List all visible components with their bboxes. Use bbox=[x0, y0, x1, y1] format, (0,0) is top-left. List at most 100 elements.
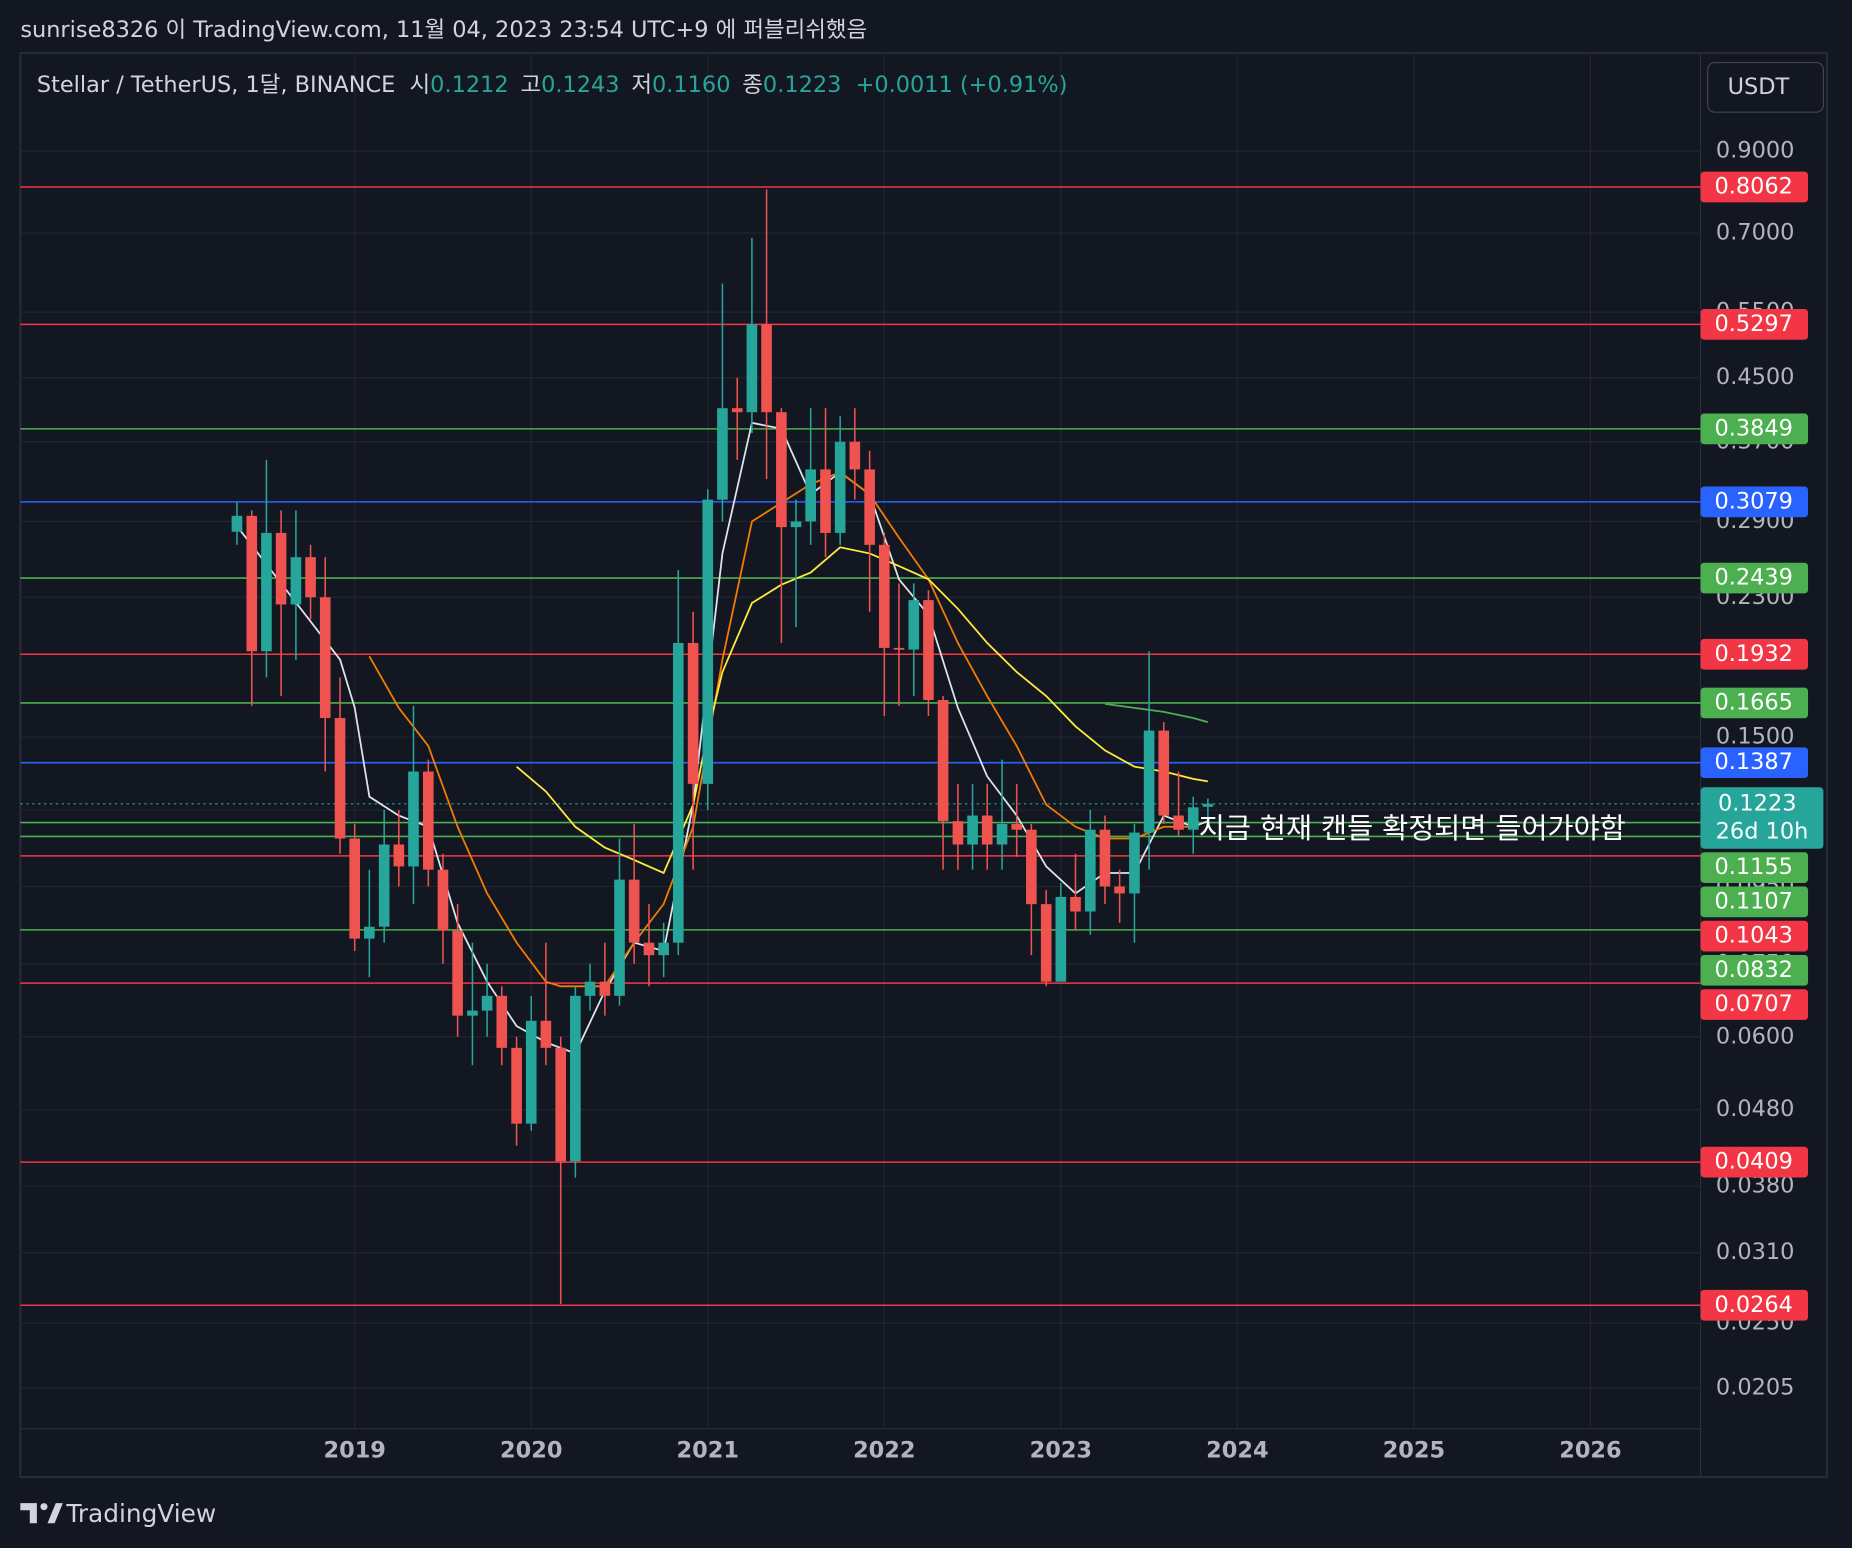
candle-body bbox=[349, 838, 361, 939]
level-price-label: 0.1665 bbox=[1714, 689, 1792, 715]
candle-body bbox=[1011, 823, 1023, 830]
brand-name: TradingView bbox=[65, 1499, 216, 1528]
candle-body bbox=[275, 532, 287, 605]
candle-body bbox=[1085, 829, 1096, 912]
level-price-box bbox=[1700, 954, 1809, 986]
candle-body bbox=[937, 699, 949, 822]
level-price-box bbox=[1700, 171, 1809, 203]
last-price-box bbox=[1700, 787, 1824, 849]
level-price-label: 0.2439 bbox=[1714, 565, 1792, 591]
annotation: 지금 현재 캔들 확정되면 들어가야함 bbox=[1199, 812, 1626, 845]
candle-body bbox=[923, 600, 934, 700]
candle-body bbox=[761, 324, 772, 413]
currency-button[interactable] bbox=[1707, 61, 1824, 113]
x-tick-label: 2020 bbox=[500, 1438, 562, 1464]
candle-body bbox=[1187, 807, 1199, 830]
x-tick-label: 2026 bbox=[1559, 1438, 1621, 1464]
ohlc-key: 고 bbox=[520, 72, 541, 98]
candle-body bbox=[908, 600, 920, 650]
ohlc-key: 저 bbox=[631, 72, 652, 98]
y-tick-label: 0.7000 bbox=[1716, 220, 1794, 246]
level-price-label: 0.3079 bbox=[1714, 488, 1792, 514]
symbol-name: Stellar / TetherUS, 1달, BINANCE bbox=[37, 72, 396, 98]
level-price-box bbox=[1700, 638, 1809, 670]
level-price-label: 0.1387 bbox=[1714, 749, 1792, 775]
candle-body bbox=[967, 815, 978, 845]
moving-average-line bbox=[516, 546, 1208, 875]
level-price-box bbox=[1700, 687, 1809, 719]
candle-body bbox=[614, 879, 625, 996]
currency-label[interactable]: USDT bbox=[1728, 74, 1790, 100]
ohlc-value: 0.1223 bbox=[763, 72, 841, 98]
candle-body bbox=[1040, 904, 1052, 982]
candle-body bbox=[849, 441, 861, 470]
candle-body bbox=[290, 557, 302, 605]
candle-body bbox=[628, 879, 640, 943]
candle-body bbox=[467, 1010, 478, 1016]
level-price-box bbox=[1700, 747, 1809, 779]
x-tick-label: 2021 bbox=[677, 1438, 739, 1464]
y-tick-label: 0.1500 bbox=[1716, 724, 1794, 750]
level-price-box bbox=[1700, 486, 1809, 518]
candle-body bbox=[378, 844, 390, 927]
level-price-label: 0.1043 bbox=[1714, 923, 1792, 949]
candle-body bbox=[834, 441, 846, 533]
ohlc-value: 0.1160 bbox=[652, 72, 730, 98]
candle-body bbox=[481, 995, 493, 1011]
candle-body bbox=[246, 515, 258, 652]
candle-body bbox=[702, 499, 714, 784]
x-tick-label: 2024 bbox=[1206, 1438, 1268, 1464]
candle-body bbox=[1070, 896, 1081, 912]
candle-body bbox=[305, 557, 316, 598]
candle-body bbox=[1026, 829, 1037, 905]
candle-body bbox=[599, 981, 611, 996]
level-price-label: 0.0264 bbox=[1714, 1292, 1792, 1318]
change-value: +0.0011 (+0.91%) bbox=[856, 72, 1068, 98]
logo-dot bbox=[40, 1503, 48, 1511]
logo-mark bbox=[20, 1503, 44, 1524]
candle-body bbox=[1173, 815, 1184, 830]
candle-body bbox=[1129, 832, 1140, 894]
candle-body bbox=[1055, 896, 1067, 982]
candle-body bbox=[231, 515, 243, 532]
candle-body bbox=[408, 771, 419, 867]
candle-body bbox=[731, 408, 743, 413]
candle-body bbox=[584, 981, 596, 996]
countdown-label: 26d 10h bbox=[1716, 819, 1809, 845]
candle-body bbox=[555, 1047, 567, 1162]
candle-body bbox=[790, 521, 802, 528]
level-price-label: 0.8062 bbox=[1714, 174, 1792, 200]
candle-body bbox=[893, 647, 905, 650]
candle-body bbox=[1143, 730, 1155, 833]
y-tick-label: 0.4500 bbox=[1716, 364, 1794, 390]
candle-body bbox=[452, 930, 463, 1016]
candle-body bbox=[1099, 829, 1111, 887]
chart-frame bbox=[19, 52, 1828, 1479]
candle-body bbox=[1114, 886, 1125, 894]
ohlc-value: 0.1243 bbox=[541, 72, 619, 98]
candles bbox=[231, 189, 1214, 1305]
candle-body bbox=[334, 718, 346, 839]
y-tick-label: 0.0205 bbox=[1716, 1375, 1794, 1401]
candle-body bbox=[364, 926, 375, 939]
y-tick-label: 0.0480 bbox=[1716, 1096, 1794, 1122]
level-price-box bbox=[1700, 1146, 1809, 1178]
ohlc-key: 시 bbox=[410, 72, 431, 98]
candle-body bbox=[952, 821, 964, 845]
candle-body bbox=[570, 995, 581, 1162]
candle-body bbox=[319, 597, 331, 719]
level-price-label: 0.0409 bbox=[1714, 1149, 1792, 1175]
x-tick-label: 2019 bbox=[323, 1438, 385, 1464]
candle-body bbox=[878, 544, 890, 648]
level-price-box bbox=[1700, 989, 1809, 1020]
x-tick-label: 2023 bbox=[1030, 1438, 1092, 1464]
x-tick-label: 2025 bbox=[1383, 1438, 1445, 1464]
candle-body bbox=[981, 815, 993, 845]
level-price-box bbox=[1700, 309, 1809, 340]
candle-body bbox=[776, 412, 787, 528]
ohlc-value: 0.1212 bbox=[430, 72, 508, 98]
candle-body bbox=[820, 469, 831, 533]
level-price-label: 0.1155 bbox=[1714, 854, 1792, 880]
candle-body bbox=[687, 642, 699, 784]
